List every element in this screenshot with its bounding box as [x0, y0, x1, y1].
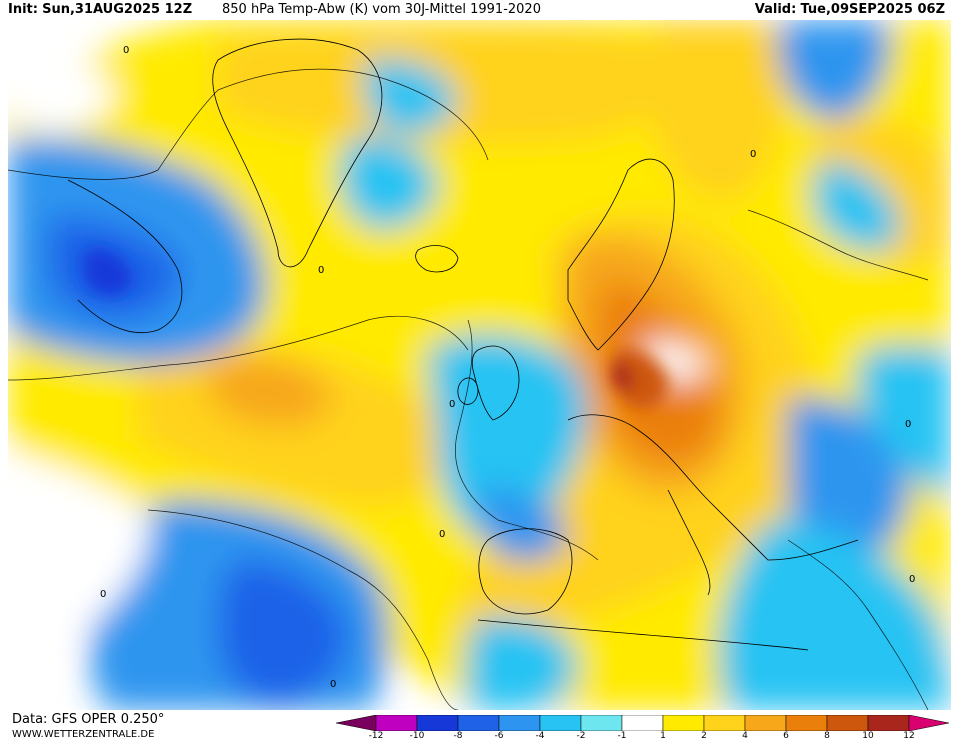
zero-contour-southeast [787, 539, 929, 710]
product-title: 850 hPa Temp-Abw (K) vom 30J-Mittel 1991… [222, 2, 541, 17]
legend-box [662, 714, 705, 732]
legend-tick: -6 [494, 731, 504, 741]
legend-box [785, 714, 828, 732]
legend-box [744, 714, 787, 732]
anomaly-field [8, 20, 951, 710]
neutral-zone-northwest [8, 47, 118, 133]
legend-tick: 4 [742, 731, 748, 741]
contour-label-0: 0 [123, 45, 129, 56]
color-legend: -12 -10 -8 -6 -4 -2 -1 1 2 4 6 8 10 12 [335, 714, 956, 741]
legend-tick: 6 [783, 731, 789, 741]
legend-box [498, 714, 541, 732]
italy-coastline [667, 489, 711, 596]
data-source: Data: GFS OPER 0.250° [12, 712, 165, 727]
legend-tick: -8 [453, 731, 463, 741]
legend-box [457, 714, 500, 732]
warm-anomaly-hotspot-germany [612, 349, 668, 409]
legend-tick: -2 [576, 731, 586, 741]
cool-anomaly-middle-east [718, 520, 951, 710]
contour-label-0: 0 [449, 399, 455, 410]
legend-box [416, 714, 459, 732]
legend-box [703, 714, 746, 732]
legend-box [580, 714, 623, 732]
contour-label-0: 0 [100, 589, 106, 600]
init-time: Init: Sun,31AUG2025 12Z [8, 2, 193, 17]
greenland-coastline [212, 38, 383, 268]
legend-box [867, 714, 910, 732]
cool-anomaly-southeast [856, 345, 951, 500]
cool-anomaly-greenland [339, 137, 438, 230]
legend-tri-left [335, 714, 377, 732]
cool-anomaly-british-isles [428, 333, 587, 540]
cool-anomaly-iberia [477, 487, 568, 562]
anomaly-hotspots [83, 249, 668, 409]
legend-box [539, 714, 582, 732]
legend-tri-right [908, 714, 950, 732]
neutral-zone-ocean [8, 450, 150, 670]
zero-contour-east [747, 209, 929, 281]
legend-tick: -1 [617, 731, 627, 741]
legend-box [826, 714, 869, 732]
legend-tick: -12 [368, 731, 384, 741]
contour-label-0: 0 [318, 265, 324, 276]
mainland-europe-coastline [567, 414, 859, 561]
iceland-coastline [415, 245, 459, 273]
legend-tick: 8 [824, 731, 830, 741]
cool-anomaly-north-africa [465, 617, 578, 710]
warm-anomaly-atlantic-core [207, 357, 330, 426]
legend-box [375, 714, 418, 732]
coastlines [67, 38, 859, 651]
legend-tick: 10 [862, 731, 874, 741]
cool-anomaly-east [788, 398, 910, 565]
map-header: Init: Sun,31AUG2025 12Z 850 hPa Temp-Abw… [0, 0, 959, 20]
zero-contour-europe [455, 319, 599, 561]
cool-anomaly-greenland-north [364, 59, 458, 134]
north-africa-coastline [477, 619, 809, 651]
canada-coastline [67, 179, 183, 334]
ireland-coastline [457, 377, 479, 405]
contour-label-0: 0 [330, 679, 336, 690]
valid-time: Valid: Tue,09SEP2025 06Z [754, 2, 945, 17]
scandinavia-coastline [567, 158, 675, 351]
zero-contour-south [147, 509, 459, 710]
legend-box [621, 714, 664, 732]
legend-color-bar [335, 714, 950, 732]
legend-tick: 1 [660, 731, 666, 741]
cool-anomaly-central-atlantic-core [218, 560, 348, 705]
warm-anomaly-siberia [648, 20, 783, 202]
cool-anomaly-arctic-east [777, 20, 891, 120]
legend-tick: 2 [701, 731, 707, 741]
legend-tick: -4 [535, 731, 545, 741]
legend-tick: -10 [409, 731, 425, 741]
contour-labels: 0 0 0 0 0 0 0 0 0 [100, 45, 915, 690]
contour-label-0: 0 [439, 529, 445, 540]
warm-anomaly-hotspot-core [611, 359, 633, 392]
cool-anomaly-hotspot-labrador [83, 249, 133, 296]
contour-label-0: 0 [750, 149, 756, 160]
zero-contours [8, 68, 929, 710]
iberia-coastline [478, 528, 573, 615]
legend-tick: 12 [903, 731, 915, 741]
zero-contour-north [8, 68, 489, 180]
zero-contour-atlantic [8, 315, 469, 381]
contour-label-0: 0 [905, 419, 911, 430]
cool-anomaly-western-siberia [812, 160, 900, 251]
british-isles-coastline [471, 345, 520, 421]
contour-label-0: 0 [909, 574, 915, 585]
website-label: WWW.WETTERZENTRALE.DE [12, 729, 155, 740]
temperature-anomaly-map: 0 0 0 0 0 0 0 0 0 [8, 20, 951, 710]
